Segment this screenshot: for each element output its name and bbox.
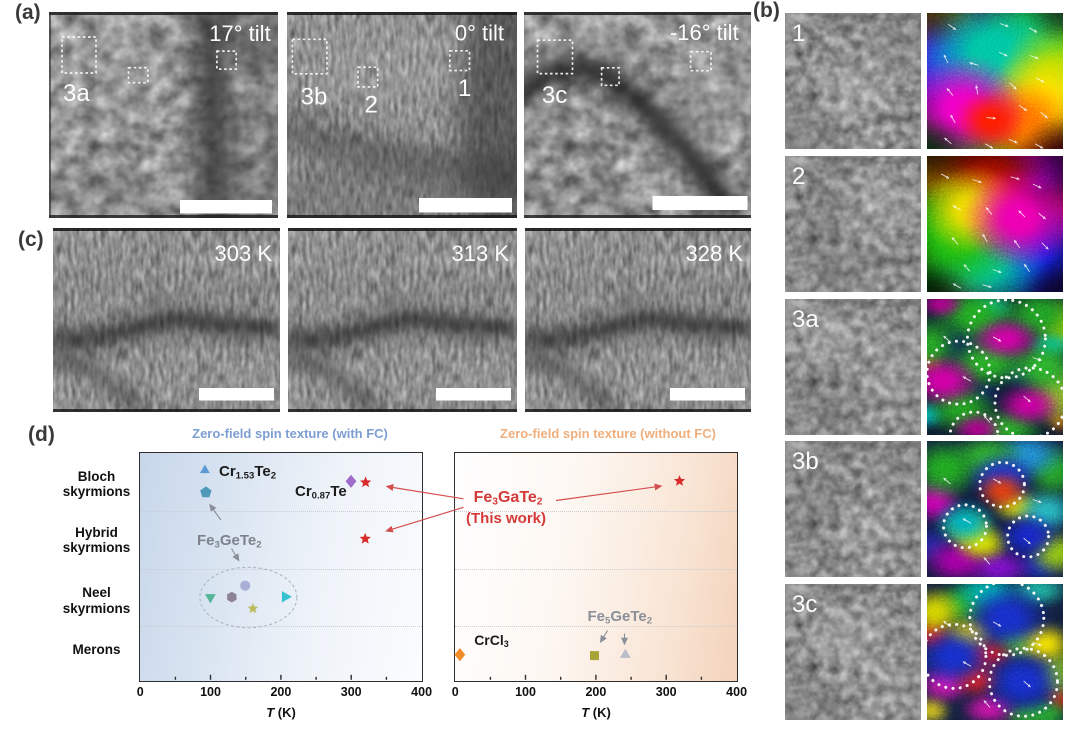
svg-text:-16° tilt: -16° tilt <box>670 20 739 45</box>
svg-text:1: 1 <box>458 75 471 102</box>
svg-text:3c: 3c <box>542 82 567 109</box>
svg-text:328 K: 328 K <box>686 241 744 266</box>
svg-text:17° tilt: 17° tilt <box>209 21 270 46</box>
svg-text:313 K: 313 K <box>452 241 510 266</box>
svg-text:0° tilt: 0° tilt <box>455 21 504 46</box>
svg-text:3c: 3c <box>792 591 817 618</box>
svg-text:1: 1 <box>792 20 805 47</box>
svg-text:303 K: 303 K <box>215 241 273 266</box>
svg-text:3b: 3b <box>792 448 819 475</box>
svg-text:2: 2 <box>365 92 378 119</box>
svg-text:3a: 3a <box>792 306 819 333</box>
svg-text:3b: 3b <box>301 83 328 110</box>
svg-text:2: 2 <box>792 163 805 190</box>
svg-text:3a: 3a <box>63 80 90 107</box>
